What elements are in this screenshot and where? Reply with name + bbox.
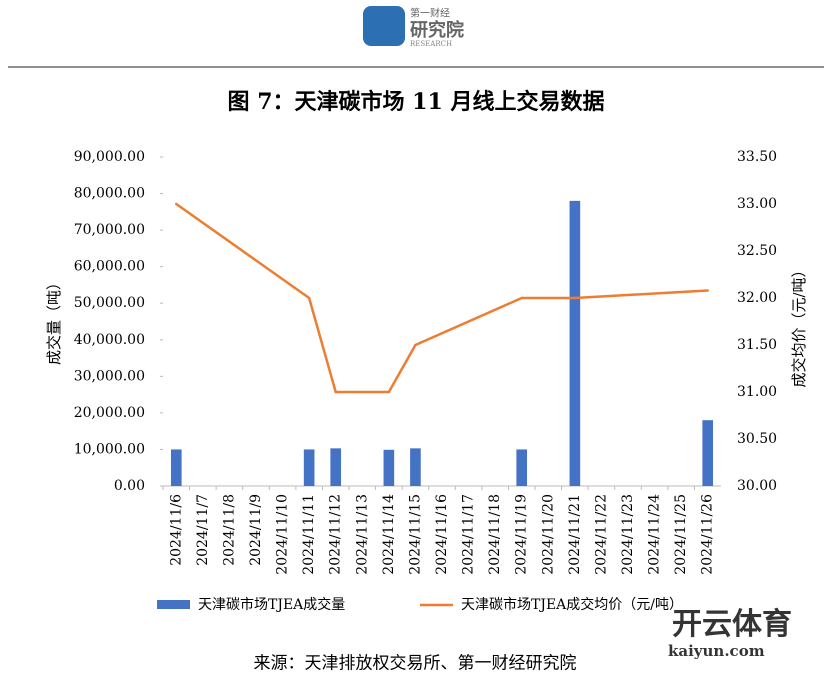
bar	[569, 200, 581, 486]
line-segment	[307, 296, 337, 394]
y-tick-label: 0.00	[114, 478, 145, 494]
y2-tick-label: 32.50	[737, 243, 777, 259]
x-tick-label: 2024/11/6	[168, 494, 184, 566]
y-tick-label: 70,000.00	[74, 222, 145, 238]
x-tick-label: 2024/11/19	[514, 494, 530, 575]
bar	[410, 448, 421, 486]
line-segment	[573, 289, 709, 300]
bar	[170, 449, 182, 486]
watermark-brand: 开云体育	[672, 607, 792, 642]
legend-label: 天津碳市场TJEA成交均价（元/吨）	[461, 596, 683, 613]
x-tick-label: 2024/11/13	[354, 494, 370, 575]
x-tick-label: 2024/11/15	[407, 494, 423, 575]
y-tick-label: 10,000.00	[74, 441, 145, 457]
x-tick-label: 2024/11/10	[275, 494, 291, 575]
legend-label: 天津碳市场TJEA成交量	[198, 596, 345, 613]
y2-tick-label: 33.00	[737, 196, 777, 212]
logo-main: 研究院	[410, 19, 464, 41]
y-tick-label: 40,000.00	[74, 332, 145, 348]
chart-title: 图 7：天津碳市场 11 月线上交易数据	[228, 89, 605, 115]
watermark-site: kaiyun.com	[668, 642, 765, 660]
x-tick-label: 2024/11/21	[567, 494, 583, 575]
y2-tick-label: 31.50	[737, 337, 777, 353]
bar	[516, 449, 528, 486]
y-tick-label: 30,000.00	[74, 368, 145, 384]
x-tick-label: 2024/11/20	[540, 494, 556, 575]
x-tick-label: 2024/11/14	[381, 494, 397, 575]
x-tick-label: 2024/11/16	[434, 494, 450, 575]
x-tick-label: 2024/11/11	[301, 494, 317, 575]
y2-tick-label: 33.50	[737, 149, 777, 165]
x-tick-label: 2024/11/7	[195, 494, 211, 566]
y2-tick-label: 30.00	[737, 478, 777, 494]
bar	[303, 449, 315, 486]
logo-sub: RESEARCH	[410, 40, 452, 48]
y-tick-label: 90,000.00	[74, 149, 145, 165]
line-segment	[387, 343, 417, 394]
x-tick-label: 2024/11/18	[487, 494, 503, 575]
x-tick-label: 2024/11/9	[248, 494, 264, 566]
y-tick-label: 50,000.00	[74, 295, 145, 311]
x-tick-label: 2024/11/26	[700, 494, 716, 575]
x-tick-label: 2024/11/17	[461, 494, 477, 575]
x-tick-label: 2024/11/23	[620, 494, 636, 575]
y-tick-label: 80,000.00	[74, 186, 145, 202]
x-tick-label: 2024/11/12	[328, 494, 344, 575]
x-tick-label: 2024/11/25	[673, 494, 689, 575]
y2-tick-label: 31.00	[737, 384, 777, 400]
y2-axis-label: 成交均价（元/吨）	[790, 262, 808, 387]
legend-swatch	[157, 600, 190, 609]
y-axis-label: 成交量（吨）	[45, 275, 63, 365]
y2-tick-label: 32.00	[737, 290, 777, 306]
logo-icon	[363, 6, 405, 46]
x-tick-label: 2024/11/24	[647, 494, 663, 575]
y2-tick-label: 30.50	[737, 431, 777, 447]
x-tick-label: 2024/11/22	[593, 494, 609, 575]
line-segment	[175, 202, 311, 300]
bar	[383, 449, 395, 486]
logo-top: 第一财经	[410, 7, 450, 20]
line-segment	[414, 296, 523, 347]
y-tick-label: 60,000.00	[74, 259, 145, 275]
bar	[330, 448, 342, 486]
bar	[702, 420, 714, 486]
source-note: 来源：天津排放权交易所、第一财经研究院	[254, 654, 577, 674]
x-tick-label: 2024/11/8	[221, 494, 237, 566]
y-tick-label: 20,000.00	[74, 405, 145, 421]
